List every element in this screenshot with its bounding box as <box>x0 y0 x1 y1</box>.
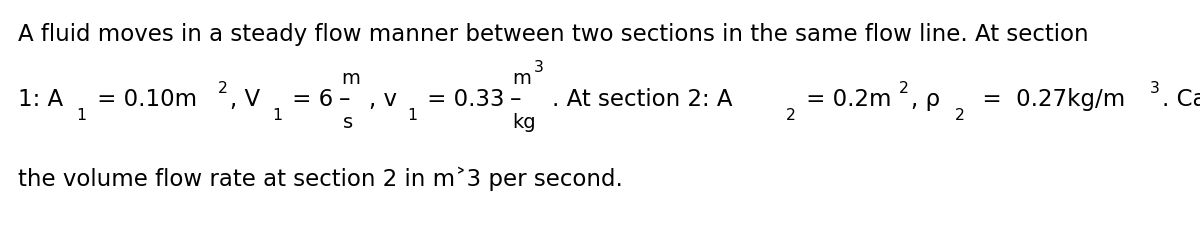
Text: . At section 2: A: . At section 2: A <box>552 88 732 111</box>
Text: =  0.27kg/m: = 0.27kg/m <box>968 88 1126 111</box>
Text: 2: 2 <box>955 108 965 123</box>
Text: , v: , v <box>370 88 397 111</box>
Text: , V: , V <box>230 88 260 111</box>
Text: s: s <box>343 113 353 132</box>
Text: 1: 1 <box>76 108 86 123</box>
Text: 2: 2 <box>786 108 796 123</box>
Text: the volume flow rate at section 2 in m˃3 per second.: the volume flow rate at section 2 in m˃3… <box>18 167 623 191</box>
Text: . Calculate: . Calculate <box>1162 88 1200 111</box>
Text: = 6: = 6 <box>286 88 334 111</box>
Text: m: m <box>341 69 360 88</box>
Text: = 0.2m: = 0.2m <box>799 88 892 111</box>
Text: 3: 3 <box>534 60 544 75</box>
Text: –: – <box>340 88 350 111</box>
Text: m: m <box>512 69 530 88</box>
Text: 3: 3 <box>1150 81 1160 96</box>
Text: 1: 1 <box>272 108 282 123</box>
Text: , ρ: , ρ <box>911 88 940 111</box>
Text: –: – <box>510 88 522 111</box>
Text: 2: 2 <box>899 81 910 96</box>
Text: 1: A: 1: A <box>18 88 64 111</box>
Text: 2: 2 <box>218 81 228 96</box>
Text: A fluid moves in a steady flow manner between two sections in the same flow line: A fluid moves in a steady flow manner be… <box>18 23 1088 46</box>
Text: 1: 1 <box>407 108 418 123</box>
Text: = 0.10m: = 0.10m <box>90 88 197 111</box>
Text: = 0.33: = 0.33 <box>420 88 504 111</box>
Text: kg: kg <box>512 113 535 132</box>
